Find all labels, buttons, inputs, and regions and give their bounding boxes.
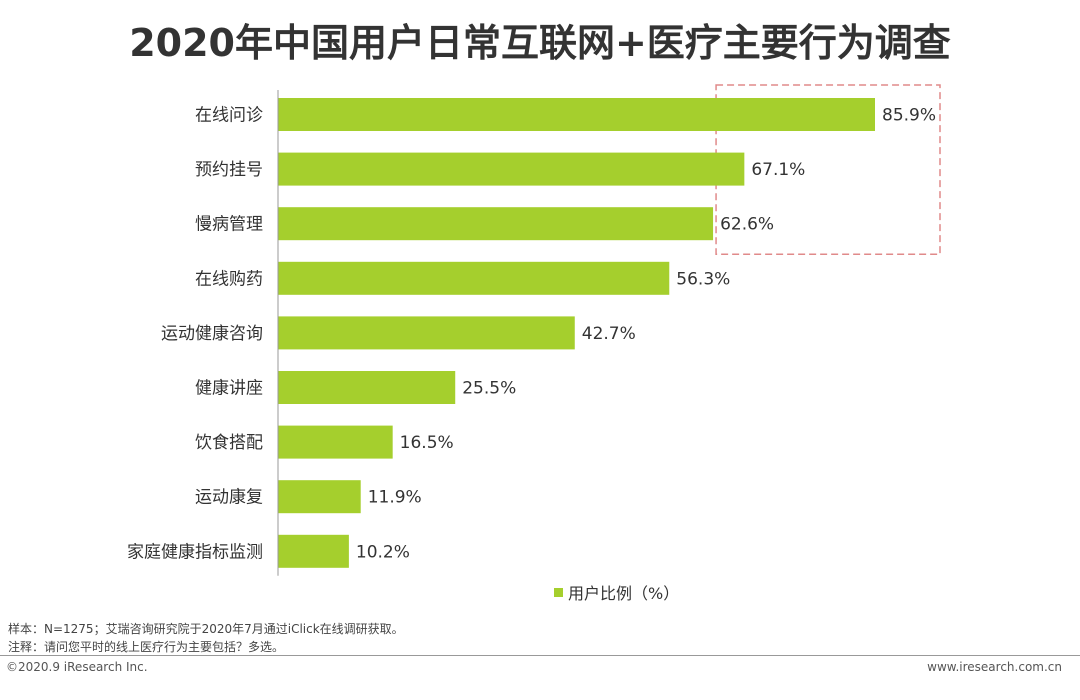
category-label-4: 在线购药 — [195, 269, 263, 289]
category-label-6: 健康讲座 — [195, 379, 263, 399]
legend: 用户比例（%） — [554, 580, 679, 604]
value-label-1: 85.9% — [882, 106, 936, 126]
value-label-6: 25.5% — [462, 379, 516, 399]
sample-note: 样本：N=1275；艾瑞咨询研究院于2020年7月通过iClick在线调研获取。 — [8, 622, 404, 636]
bar-6 — [278, 371, 456, 404]
value-label-2: 67.1% — [751, 160, 805, 180]
copyright: ©2020.9 iResearch Inc. — [6, 660, 148, 674]
value-label-5: 42.7% — [582, 324, 636, 344]
bar-8 — [278, 480, 361, 514]
bar-7 — [278, 425, 393, 459]
highlight-box — [715, 84, 941, 255]
value-label-4: 56.3% — [676, 269, 730, 289]
footer-divider — [0, 655, 1080, 656]
value-label-9: 10.2% — [356, 542, 410, 562]
category-label-2: 预约挂号 — [195, 160, 263, 180]
bar-2 — [278, 152, 745, 186]
chart-title: 2020年中国用户日常互联网+医疗主要行为调查 — [129, 21, 951, 65]
value-label-8: 11.9% — [368, 488, 422, 508]
bar-1 — [278, 98, 875, 131]
remark-note: 注释：请问您平时的线上医疗行为主要包括？多选。 — [8, 640, 285, 654]
bar-4 — [278, 261, 670, 295]
category-label-8: 运动康复 — [195, 488, 263, 508]
bar-9 — [278, 534, 349, 568]
legend-swatch — [554, 587, 563, 597]
website-link[interactable]: www.iresearch.com.cn — [927, 660, 1062, 674]
bar-5 — [278, 316, 575, 350]
category-label-7: 饮食搭配 — [195, 433, 263, 453]
bar-chart: 在线问诊 85.9% 预约挂号 67.1% 慢病管理 62.6% 在线购药 56.3% 运动健康… — [127, 84, 941, 576]
legend-label: 用户比例（%） — [568, 584, 680, 603]
category-label-1: 在线问诊 — [195, 106, 263, 126]
category-label-9: 家庭健康指标监测 — [127, 542, 263, 562]
category-label-3: 慢病管理 — [195, 214, 263, 235]
value-label-3: 62.6% — [720, 215, 774, 235]
bar-3 — [278, 207, 714, 241]
value-label-7: 16.5% — [400, 433, 454, 453]
category-label-5: 运动健康咨询 — [161, 324, 263, 344]
